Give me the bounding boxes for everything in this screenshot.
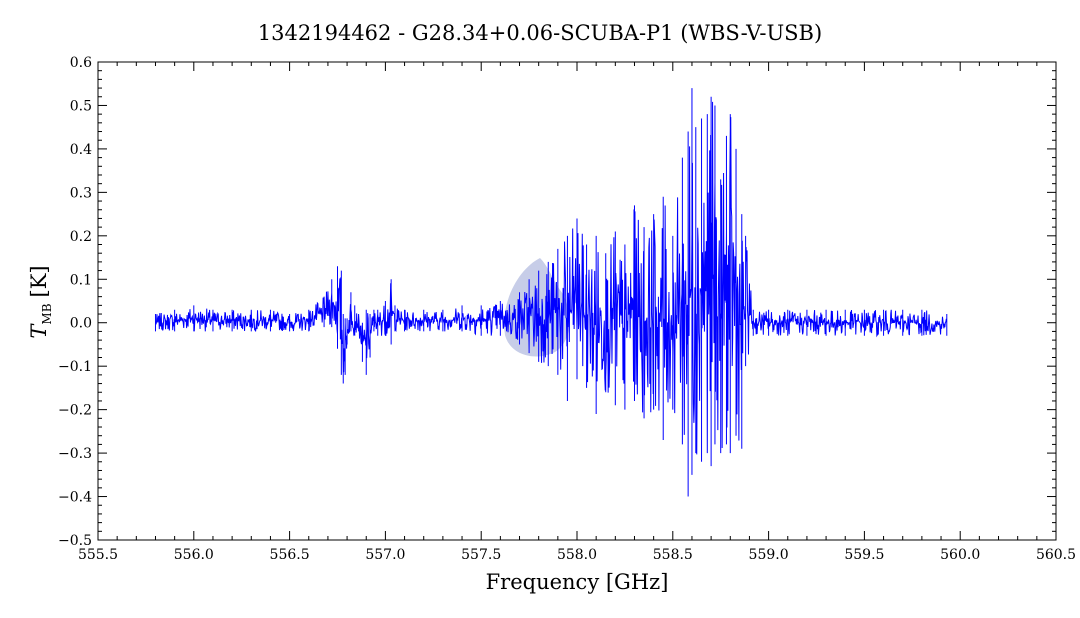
x-tick-label: 555.5 bbox=[78, 547, 118, 563]
y-axis-label-main: T bbox=[27, 323, 51, 339]
x-tick-label: 559.0 bbox=[749, 547, 789, 563]
x-tick-label: 559.5 bbox=[844, 547, 884, 563]
y-axis-label-sub: MB bbox=[40, 303, 54, 324]
y-axis-label-unit: [K] bbox=[27, 265, 51, 297]
y-tick-label: 0.1 bbox=[70, 272, 92, 288]
y-axis-label: TMB [K] bbox=[27, 265, 54, 338]
x-tick-labels: 555.5 556.0 556.5 557.0 557.5 558.0 558.5 559.0… bbox=[78, 547, 1076, 563]
y-tick-label: −0.5 bbox=[58, 533, 92, 549]
x-tick-label: 556.0 bbox=[174, 547, 214, 563]
y-tick-label: −0.1 bbox=[58, 359, 92, 375]
series-line-0 bbox=[154, 88, 948, 497]
x-tick-label: 557.0 bbox=[365, 547, 405, 563]
chart-title: 1342194462 - G28.34+0.06-SCUBA-P1 (WBS-V… bbox=[258, 21, 822, 45]
x-tick-label: 557.5 bbox=[461, 547, 501, 563]
x-tick-label: 558.0 bbox=[557, 547, 597, 563]
y-tick-label: −0.3 bbox=[58, 446, 92, 462]
y-tick-label: 0.4 bbox=[70, 142, 92, 158]
y-tick-labels: −0.5 −0.4 −0.3 −0.2 −0.1 0.0 0.1 0.2 0.3 0.4 0.5 0.… bbox=[58, 55, 92, 549]
y-tick-label: 0.6 bbox=[70, 55, 92, 71]
svg-text:TMB[K]: TMB [K] bbox=[27, 265, 54, 338]
y-tick-label: 0.2 bbox=[70, 229, 92, 245]
x-tick-label: 556.5 bbox=[270, 547, 310, 563]
y-tick-label: 0.5 bbox=[70, 98, 92, 114]
y-tick-label: 0.3 bbox=[70, 185, 92, 201]
y-tick-label: −0.2 bbox=[58, 403, 92, 419]
x-axis-label: Frequency [GHz] bbox=[486, 570, 669, 594]
x-tick-label: 558.5 bbox=[653, 547, 693, 563]
series-spectrum bbox=[154, 88, 948, 497]
y-tick-label: −0.4 bbox=[58, 490, 92, 506]
x-tick-label: 560.0 bbox=[940, 547, 980, 563]
axis-ticks bbox=[97, 61, 1057, 541]
x-tick-label: 560.5 bbox=[1036, 547, 1076, 563]
y-tick-label: 0.0 bbox=[70, 316, 92, 332]
